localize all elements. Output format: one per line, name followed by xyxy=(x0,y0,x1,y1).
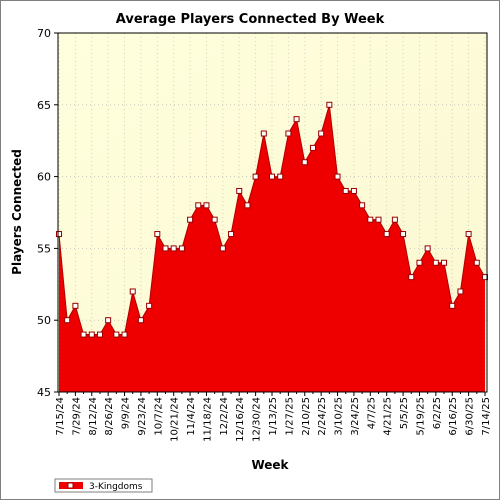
data-point xyxy=(383,231,390,238)
x-tick-label: 8/12/24 xyxy=(88,397,99,436)
legend: 3-Kingdoms xyxy=(54,478,153,493)
data-point xyxy=(416,259,423,266)
x-tick-label: 12/30/24 xyxy=(252,397,263,442)
x-tick-label: 1/27/25 xyxy=(284,397,295,436)
data-point xyxy=(293,116,300,123)
data-point xyxy=(424,245,431,252)
x-axis-label: Week xyxy=(251,458,289,472)
data-point xyxy=(269,173,275,180)
y-tick-label: 45 xyxy=(37,386,51,399)
data-point xyxy=(121,331,128,338)
y-tick-label: 50 xyxy=(37,314,51,327)
x-tick-label: 3/24/25 xyxy=(350,397,361,436)
data-point xyxy=(72,302,79,309)
x-tick-label: 11/18/24 xyxy=(202,397,213,442)
x-tick-label: 4/21/25 xyxy=(383,397,394,436)
data-point xyxy=(350,187,357,194)
data-point xyxy=(449,302,456,309)
data-point xyxy=(96,331,103,338)
y-tick-label: 70 xyxy=(37,27,51,40)
axes xyxy=(54,32,488,396)
x-tick-label: 4/7/25 xyxy=(366,397,377,429)
y-tick-label: 60 xyxy=(37,171,51,184)
data-point xyxy=(219,245,226,252)
x-tick-label: 10/7/24 xyxy=(153,397,164,436)
legend-marker-icon xyxy=(67,482,74,489)
x-tick-label: 7/14/25 xyxy=(481,397,492,436)
data-point xyxy=(105,317,112,324)
data-point xyxy=(113,331,120,338)
x-tick-label: 5/19/25 xyxy=(415,397,426,436)
legend-label: 3-Kingdoms xyxy=(89,482,143,492)
data-point xyxy=(228,231,235,238)
y-tick-label: 55 xyxy=(37,242,51,255)
data-point xyxy=(473,259,480,266)
x-tick-label: 2/24/25 xyxy=(317,397,328,436)
data-point xyxy=(367,216,374,223)
x-tick-label: 1/13/25 xyxy=(268,397,279,436)
data-point xyxy=(56,231,62,238)
data-point xyxy=(457,288,464,295)
data-point xyxy=(408,274,415,281)
series-area xyxy=(59,104,485,393)
data-point xyxy=(187,216,194,223)
data-point xyxy=(318,130,325,137)
x-tick-label: 7/29/24 xyxy=(71,397,82,436)
x-tick-label: 2/10/25 xyxy=(301,397,312,436)
data-point xyxy=(80,331,87,338)
series-markers xyxy=(56,101,488,338)
data-point xyxy=(64,317,71,324)
data-point xyxy=(400,231,407,238)
data-point xyxy=(129,288,136,295)
data-point xyxy=(170,245,177,252)
x-tick-label: 9/23/24 xyxy=(137,397,148,436)
chart-title: Average Players Connected By Week xyxy=(116,12,385,27)
data-point xyxy=(326,101,333,108)
data-point xyxy=(154,231,161,238)
data-point xyxy=(465,231,472,238)
data-point xyxy=(375,216,382,223)
data-point xyxy=(236,187,243,194)
data-point xyxy=(162,245,169,252)
data-point xyxy=(146,302,153,309)
data-point xyxy=(334,173,341,180)
x-tick-label: 11/4/24 xyxy=(186,397,197,436)
data-point xyxy=(285,130,292,137)
x-tick-label: 6/2/25 xyxy=(432,397,443,429)
y-tick-labels: 45 50 55 60 65 70 xyxy=(37,27,51,399)
x-tick-label: 10/21/24 xyxy=(170,397,181,442)
data-point xyxy=(137,317,144,324)
x-tick-label: 6/16/25 xyxy=(448,397,459,436)
x-tick-label: 8/26/24 xyxy=(104,397,115,436)
data-point xyxy=(88,331,95,338)
data-point xyxy=(441,259,448,266)
x-tick-label: 6/30/25 xyxy=(465,397,476,436)
data-point xyxy=(359,202,366,209)
data-point xyxy=(178,245,185,252)
data-point xyxy=(391,216,398,223)
data-point xyxy=(203,202,210,209)
data-point xyxy=(252,173,259,180)
data-point xyxy=(195,202,202,209)
x-tick-label: 12/16/24 xyxy=(235,397,246,442)
data-point xyxy=(211,216,218,223)
data-point xyxy=(309,144,316,151)
x-tick-labels: 7/15/24 7/29/24 8/12/24 8/26/24 9/9/24 9/23/2… xyxy=(55,397,492,442)
data-point xyxy=(342,187,349,194)
x-tick-label: 12/2/24 xyxy=(219,397,230,436)
x-tick-label: 5/5/25 xyxy=(399,397,410,429)
x-tick-label: 3/10/25 xyxy=(334,397,345,436)
data-point xyxy=(432,259,439,266)
data-point xyxy=(301,159,308,166)
y-axis-label: Players Connected xyxy=(10,149,24,275)
y-tick-label: 65 xyxy=(37,99,51,112)
x-tick-label: 7/15/24 xyxy=(55,397,66,436)
data-point xyxy=(277,173,284,180)
data-point xyxy=(260,130,267,137)
data-point xyxy=(244,202,251,209)
x-tick-label: 9/9/24 xyxy=(121,397,132,429)
